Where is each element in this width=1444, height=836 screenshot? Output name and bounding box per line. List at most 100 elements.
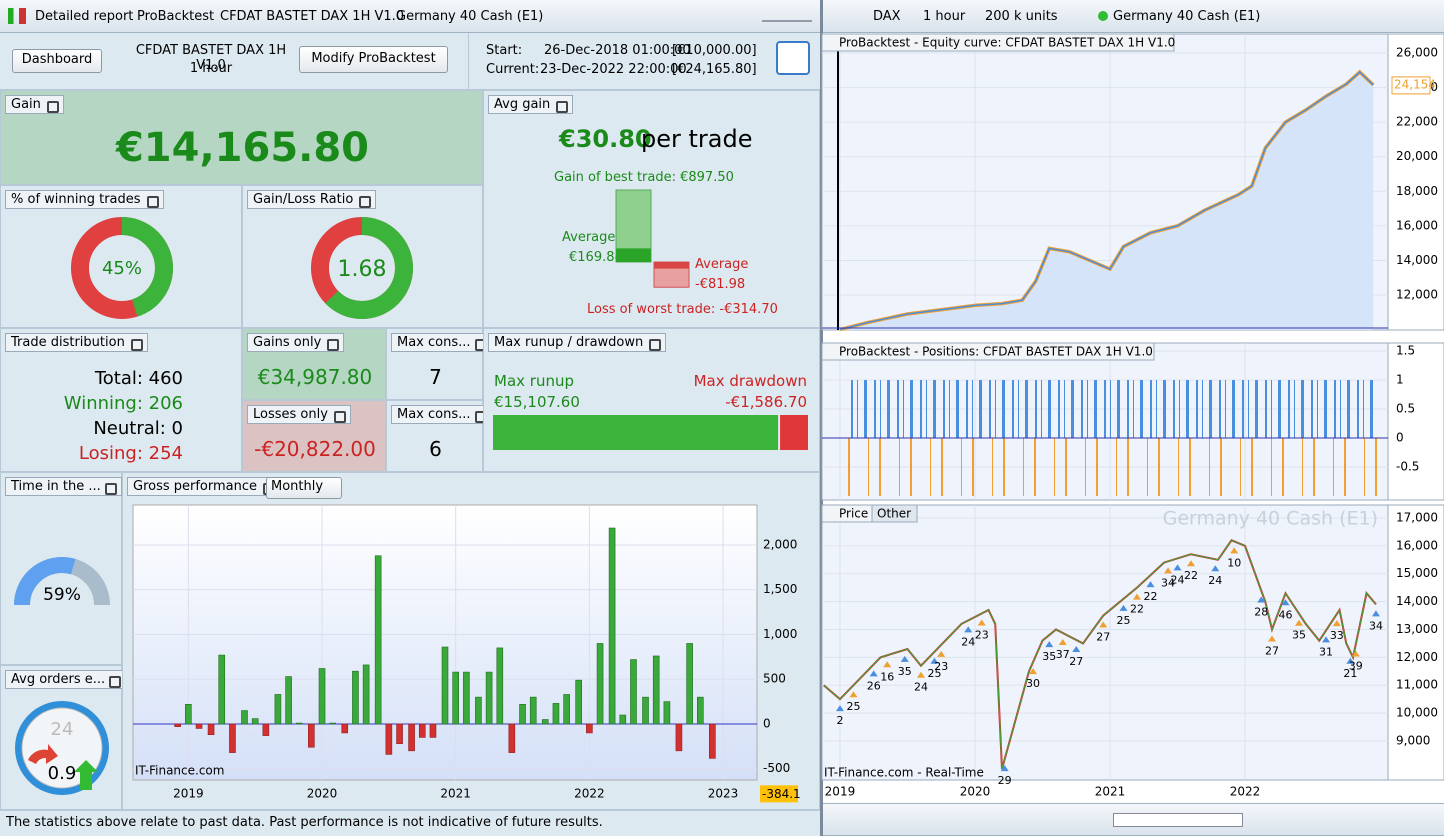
trade-arrow [1332, 620, 1341, 627]
trade-label: 29 [998, 774, 1012, 787]
bar [374, 555, 382, 725]
status-dot [1098, 11, 1108, 21]
units[interactable]: 200 k units [985, 9, 1058, 24]
donut-label: 45% [102, 258, 142, 279]
panel-title: Avg orders e... [5, 670, 127, 689]
gauge-label: 59% [43, 585, 81, 605]
x-tick-label: 2021 [440, 787, 471, 801]
timeframe[interactable]: 1 hour [923, 9, 966, 24]
y-tick-label: 17,000 [1396, 510, 1438, 524]
row: Total: 460 [94, 368, 183, 389]
panel-title: Max runup / drawdown [488, 333, 667, 352]
tab[interactable]: Germany 40 Cash (E1) [396, 9, 544, 24]
trade-label: 26 [867, 679, 881, 692]
source: IT-Finance.com - Real-Time [824, 766, 984, 780]
gain-value: €14,165.80 [115, 125, 370, 171]
right-toolbar: DAX 1 hour 200 k units Germany 40 Cash (… [823, 0, 1444, 33]
left-toolbar: Detailed report ProBacktest CFDAT BASTET… [0, 0, 820, 33]
y-tick-label: 0.5 [1396, 402, 1415, 416]
avg-loss-bar [654, 262, 689, 269]
short-bars [848, 438, 1378, 496]
max-cons-win: 7 [429, 365, 442, 389]
bar [274, 694, 282, 725]
bar [241, 710, 248, 725]
bar [709, 723, 716, 759]
trade-label: 35 [1042, 650, 1056, 663]
start-capital: [€10,000.00] [672, 43, 757, 58]
y-tick-label: -500 [763, 761, 790, 775]
bar [352, 670, 359, 725]
modify-button[interactable]: Modify ProBacktest [299, 46, 448, 73]
panel-title: Time in the ... [5, 477, 122, 496]
report-icon[interactable] [776, 41, 810, 75]
current-capital: [€24,165.80] [672, 62, 757, 77]
max-cons-win-panel: Max cons... 7 [386, 328, 492, 400]
divider [468, 33, 469, 90]
bar [341, 723, 349, 734]
y-tick-label: 11,000 [1396, 678, 1438, 692]
last-label: 24,154 [1394, 77, 1436, 91]
panel-title: % of winning trades [5, 190, 164, 209]
bar [229, 723, 236, 753]
bar [686, 643, 693, 725]
dashboard-select[interactable]: Dashboard [12, 49, 102, 73]
bar [195, 723, 203, 729]
y-tick-label: 1,000 [763, 627, 797, 641]
bar [174, 723, 181, 727]
window-controls[interactable] [762, 8, 812, 22]
trade-label: 25 [927, 667, 941, 680]
trade-arrow [1029, 668, 1038, 675]
bar [596, 643, 604, 725]
instrument[interactable]: DAX [873, 9, 901, 24]
losses-only-value: -€20,822.00 [254, 437, 376, 461]
y-tick-label: 26,000 [1396, 45, 1438, 59]
y-tick-label: 500 [763, 672, 786, 686]
header: Dashboard CFDAT BASTET DAX 1H V1.0 1 hou… [0, 33, 820, 90]
trade-label: 35 [898, 665, 912, 678]
market[interactable]: Germany 40 Cash (E1) [1113, 9, 1261, 24]
trade-arrow [849, 691, 858, 698]
scrollbar[interactable] [1113, 813, 1243, 827]
y-tick-label: 12,000 [1396, 288, 1438, 302]
avg-win-title: Average [562, 230, 616, 245]
trade-label: 33 [1330, 629, 1344, 642]
x-tick-label: 2021 [1095, 785, 1126, 799]
tab[interactable]: CFDAT BASTET DAX 1H V1.0 [220, 9, 405, 24]
gain-panel: Gain €14,165.80 [0, 90, 483, 185]
bar [697, 696, 704, 725]
trade-arrow [1295, 619, 1304, 626]
trade-arrow [1146, 581, 1155, 588]
trade-arrow [916, 671, 925, 678]
title-box [821, 33, 1175, 52]
trade-arrow [937, 650, 946, 657]
trade-label: 39 [1349, 660, 1363, 673]
trade-label: 27 [1069, 655, 1083, 668]
trade-arrow [1187, 560, 1196, 567]
trade-arrow [1371, 610, 1380, 617]
trade-arrow [1268, 635, 1277, 642]
tab[interactable]: ProBacktest [137, 9, 215, 24]
period-select[interactable]: Monthly [266, 477, 342, 499]
bar [329, 722, 337, 725]
x-tick-label: 2019 [173, 787, 204, 801]
y-tick-label: 14,000 [1396, 253, 1438, 267]
start-label: Start: [486, 43, 523, 58]
trade-label: 24 [1171, 573, 1185, 586]
gauge-arc [14, 557, 110, 606]
trade-arrow [1211, 565, 1220, 572]
trade-arrow [930, 657, 939, 664]
drawdown-bar [780, 415, 808, 450]
trade-arrow [883, 661, 892, 668]
x-tick-label: 2020 [960, 785, 991, 799]
y-tick-label: 0 [763, 716, 771, 730]
pane-title: ProBacktest - Positions: CFDAT BASTET DA… [839, 345, 1153, 359]
bar [295, 722, 303, 725]
bar [496, 647, 504, 725]
panel-title: Losses only [247, 405, 351, 424]
current-label: Current: [486, 62, 540, 77]
trade-arrow [1119, 604, 1128, 611]
trade-label: 24 [1208, 574, 1222, 587]
tab[interactable]: Detailed report [35, 9, 134, 24]
bar [652, 655, 660, 725]
